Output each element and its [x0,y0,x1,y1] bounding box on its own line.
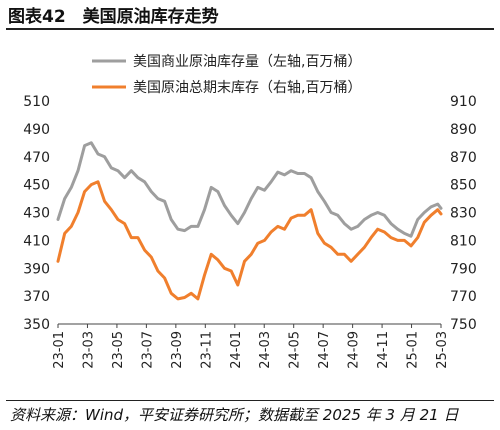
x-tick-label: 25-01 [406,331,421,369]
right-tick-label: 910 [450,94,477,110]
right-tick-label: 830 [450,206,477,222]
x-tick-label: 24-05 [288,331,303,369]
right-tick-label: 810 [450,233,477,249]
series-line-commercial [56,141,443,238]
chart-title: 图表42 美国原油库存走势 [8,7,219,27]
x-tick-label: 24-07 [317,331,332,369]
x-tick-label: 24-11 [376,331,391,369]
x-tick-label: 23-01 [52,331,67,369]
legend: 美国商业原油库存量（左轴,百万桶） 美国原油总期末库存（右轴,百万桶） [92,54,361,96]
x-tick-label: 24-09 [347,331,362,369]
left-tick-label: 450 [23,178,50,194]
left-tick-label: 370 [23,289,50,305]
right-tick-label: 790 [450,261,477,277]
x-tick-label: 24-01 [229,331,244,369]
x-tick-label: 23-03 [81,331,96,369]
x-axis: 23-01 23-03 23-05 23-07 23-09 23-11 24-01 24-03… [52,324,450,369]
x-tick-label: 23-07 [140,331,155,369]
right-axis: 750 770 790 810 830 850 870 890 910 [450,94,477,333]
left-axis: 350 370 390 410 430 450 470 490 510 [23,94,50,333]
x-tick-label: 23-11 [199,331,214,369]
right-tick-label: 870 [450,150,477,166]
right-tick-label: 750 [450,317,477,333]
left-tick-label: 490 [23,122,50,138]
source-note: 资料来源：Wind，平安证券研究所；数据截至 2025 年 3 月 21 日 [10,406,459,424]
right-tick-label: 770 [450,289,477,305]
left-tick-label: 350 [23,317,50,333]
left-tick-label: 390 [23,261,50,277]
left-tick-label: 410 [23,233,50,249]
right-tick-label: 890 [450,122,477,138]
series-line-total [56,180,443,301]
x-tick-label: 24-03 [258,331,273,369]
title-divider [6,28,494,30]
chart: 美国商业原油库存量（左轴,百万桶） 美国原油总期末库存（右轴,百万桶） 3503… [23,54,477,369]
right-tick-label: 850 [450,178,477,194]
plot-area [56,141,443,301]
x-tick-label: 25-03 [435,331,450,369]
left-tick-label: 430 [23,206,50,222]
x-tick-label: 23-05 [111,331,126,369]
footer-divider [6,400,494,401]
legend-label-total: 美国原油总期末库存（右轴,百万桶） [133,80,361,96]
left-tick-label: 470 [23,150,50,166]
left-tick-label: 510 [23,94,50,110]
legend-label-commercial: 美国商业原油库存量（左轴,百万桶） [133,54,361,70]
x-tick-label: 23-09 [170,331,185,369]
